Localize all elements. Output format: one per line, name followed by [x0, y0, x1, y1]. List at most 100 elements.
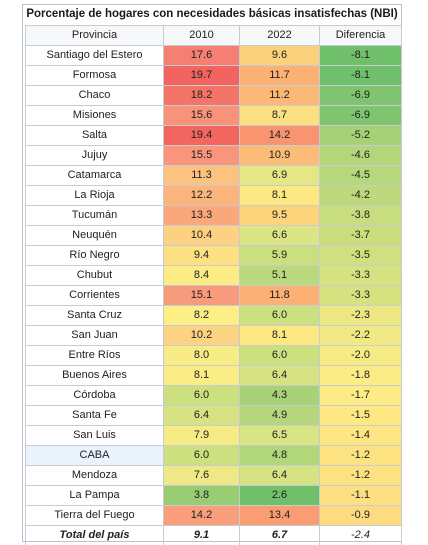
value-2022-cell: 6.4 [240, 366, 320, 386]
value-2022-cell: 5.9 [240, 246, 320, 266]
difference-cell: -4.5 [320, 166, 402, 186]
province-cell: Santa Fe [26, 406, 164, 426]
value-2022-cell: 8.1 [240, 326, 320, 346]
value-2022-cell: 4.8 [240, 446, 320, 466]
province-cell: Catamarca [26, 166, 164, 186]
value-2010-cell: 6.0 [164, 446, 240, 466]
value-2022-cell: 4.9 [240, 406, 320, 426]
value-2010-cell: 12.2 [164, 186, 240, 206]
value-2022-cell: 14.2 [240, 126, 320, 146]
difference-cell: -6.9 [320, 106, 402, 126]
province-cell: Santa Cruz [26, 306, 164, 326]
difference-cell: -4.2 [320, 186, 402, 206]
header-row: Provincia 2010 2022 Diferencia [26, 26, 402, 46]
province-cell: Jujuy [26, 146, 164, 166]
value-2010-cell: 15.6 [164, 106, 240, 126]
province-cell: CABA [26, 446, 164, 466]
difference-cell: -3.8 [320, 206, 402, 226]
value-2010-cell: 7.9 [164, 426, 240, 446]
province-cell: Tierra del Fuego [26, 506, 164, 526]
value-2010-cell: 19.4 [164, 126, 240, 146]
province-cell: San Luis [26, 426, 164, 446]
province-cell: Corrientes [26, 286, 164, 306]
province-cell: San Juan [26, 326, 164, 346]
value-2022-cell: 8.7 [240, 106, 320, 126]
total-2022-cell: 6.7 [240, 526, 320, 545]
value-2022-cell: 2.6 [240, 486, 320, 506]
difference-cell: -3.7 [320, 226, 402, 246]
difference-cell: -3.5 [320, 246, 402, 266]
value-2010-cell: 10.4 [164, 226, 240, 246]
value-2022-cell: 6.0 [240, 346, 320, 366]
difference-cell: -3.3 [320, 266, 402, 286]
difference-cell: -4.6 [320, 146, 402, 166]
header-diferencia: Diferencia [320, 26, 402, 46]
value-2022-cell: 6.0 [240, 306, 320, 326]
difference-cell: -1.7 [320, 386, 402, 406]
value-2022-cell: 4.3 [240, 386, 320, 406]
value-2022-cell: 9.5 [240, 206, 320, 226]
table-title: Porcentaje de hogares con necesidades bá… [22, 4, 402, 24]
total-difference-cell: -2.4 [320, 526, 402, 545]
total-label-cell: Total del país [26, 526, 164, 545]
difference-cell: -8.1 [320, 66, 402, 86]
nbi-table: Provincia 2010 2022 Diferencia Santiago … [25, 25, 402, 545]
value-2010-cell: 19.7 [164, 66, 240, 86]
difference-cell: -1.2 [320, 446, 402, 466]
value-2022-cell: 6.4 [240, 466, 320, 486]
value-2010-cell: 17.6 [164, 46, 240, 66]
value-2010-cell: 18.2 [164, 86, 240, 106]
value-2022-cell: 11.7 [240, 66, 320, 86]
total-2010-cell: 9.1 [164, 526, 240, 545]
value-2022-cell: 9.6 [240, 46, 320, 66]
difference-cell: -2.0 [320, 346, 402, 366]
difference-cell: -6.9 [320, 86, 402, 106]
value-2022-cell: 8.1 [240, 186, 320, 206]
value-2022-cell: 6.6 [240, 226, 320, 246]
province-cell: Chaco [26, 86, 164, 106]
province-cell: Misiones [26, 106, 164, 126]
value-2022-cell: 11.8 [240, 286, 320, 306]
province-cell: Río Negro [26, 246, 164, 266]
header-2022: 2022 [240, 26, 320, 46]
province-cell: Tucumán [26, 206, 164, 226]
value-2010-cell: 7.6 [164, 466, 240, 486]
value-2010-cell: 13.3 [164, 206, 240, 226]
value-2022-cell: 10.9 [240, 146, 320, 166]
value-2010-cell: 3.8 [164, 486, 240, 506]
difference-cell: -2.3 [320, 306, 402, 326]
value-2022-cell: 6.5 [240, 426, 320, 446]
value-2022-cell: 5.1 [240, 266, 320, 286]
value-2010-cell: 14.2 [164, 506, 240, 526]
value-2010-cell: 8.2 [164, 306, 240, 326]
value-2010-cell: 10.2 [164, 326, 240, 346]
province-cell: Santiago del Estero [26, 46, 164, 66]
value-2010-cell: 6.0 [164, 386, 240, 406]
province-cell: Buenos Aires [26, 366, 164, 386]
province-cell: La Pampa [26, 486, 164, 506]
province-cell: Formosa [26, 66, 164, 86]
province-cell: Salta [26, 126, 164, 146]
value-2010-cell: 15.5 [164, 146, 240, 166]
province-cell: Chubut [26, 266, 164, 286]
difference-cell: -3.3 [320, 286, 402, 306]
difference-cell: -1.4 [320, 426, 402, 446]
